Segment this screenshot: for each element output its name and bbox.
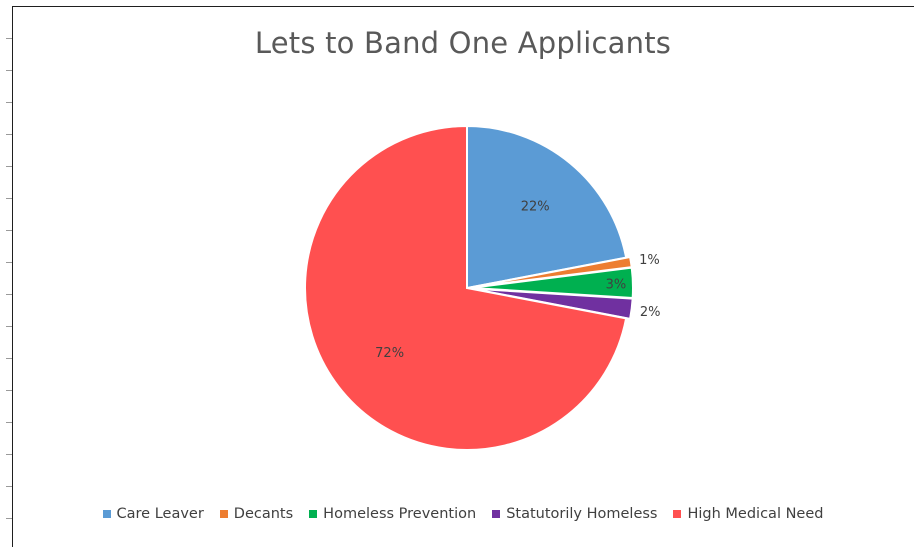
legend-swatch-high-medical-need: [673, 510, 682, 518]
legend-label-homeless-prevention: Homeless Prevention: [323, 506, 477, 522]
legend-label-statutorily-homeless: Statutorily Homeless: [506, 506, 658, 522]
legend-swatch-decants: [219, 510, 228, 518]
legend-item-statutorily-homeless: Statutorily Homeless: [492, 506, 657, 522]
pie-slice-high-medical-need: [304, 124, 628, 451]
legend-item-decants: Decants: [219, 506, 294, 522]
legend-label-care-leaver: Care Leaver: [116, 506, 204, 522]
legend-label-high-medical-need: High Medical Need: [687, 506, 824, 522]
pie-slices: [304, 124, 634, 451]
chart-title: Lets to Band One Applicants: [254, 26, 672, 60]
legend-label-decants: Decants: [233, 506, 294, 522]
data-label-statutorily-homeless: 2%: [640, 305, 661, 320]
data-label-high-medical-need: 72%: [375, 346, 404, 361]
legend-swatch-care-leaver: [102, 510, 111, 518]
pie-slice-care-leaver: [466, 124, 628, 290]
axis-tick-marks: [0, 0, 12, 549]
data-label-homeless-prevention: 3%: [606, 277, 627, 292]
legend-item-high-medical-need: High Medical Need: [673, 506, 823, 522]
legend-item-care-leaver: Care Leaver: [102, 506, 204, 522]
data-label-decants: 1%: [639, 253, 660, 268]
data-labels: 22% 1% 3% 2% 72%: [375, 200, 660, 361]
data-label-care-leaver: 22%: [521, 200, 550, 215]
chart-legend: Care Leaver Decants Homeless Prevention Sta…: [12, 506, 914, 522]
legend-swatch-statutorily-homeless: [492, 510, 501, 518]
legend-swatch-homeless-prevention: [309, 510, 318, 518]
legend-item-homeless-prevention: Homeless Prevention: [309, 506, 476, 522]
